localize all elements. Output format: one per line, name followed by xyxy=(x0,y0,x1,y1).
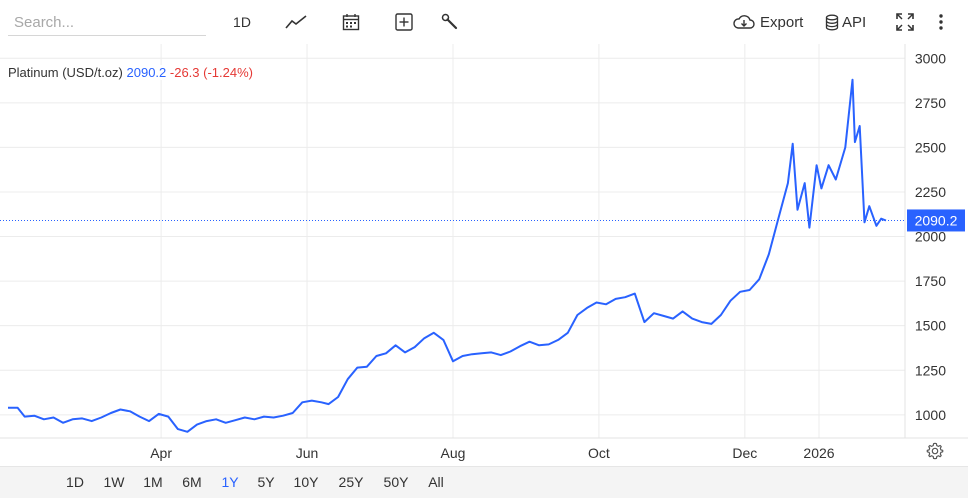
line-chart-icon[interactable] xyxy=(283,8,309,36)
range-button-10y[interactable]: 10Y xyxy=(293,474,319,490)
y-tick-label: 1750 xyxy=(915,273,946,289)
price-chart[interactable]: 2090.2 1000 1250 1500 1750 2000 2250 2500 2750 3… xyxy=(0,44,968,466)
export-button[interactable]: Export xyxy=(733,8,805,36)
range-button-5y[interactable]: 5Y xyxy=(257,474,275,490)
range-button-all[interactable]: All xyxy=(428,474,444,490)
y-tick-label: 1250 xyxy=(915,362,946,378)
price-series-line xyxy=(8,78,887,433)
interval-button[interactable]: 1D xyxy=(233,14,251,30)
range-button-50y[interactable]: 50Y xyxy=(383,474,409,490)
y-tick-label: 2500 xyxy=(915,139,946,155)
chart-legend: Platinum (USD/t.oz) 2090.2 -26.3 (-1.24%… xyxy=(8,65,256,80)
database-icon xyxy=(825,14,839,30)
last-price-label: 2090.2 xyxy=(915,212,958,228)
legend-last-value: 2090.2 xyxy=(126,65,167,80)
range-button-1d[interactable]: 1D xyxy=(66,474,84,490)
export-label: Export xyxy=(760,13,804,31)
cloud-download-icon xyxy=(733,15,755,29)
fullscreen-icon[interactable] xyxy=(894,8,916,36)
range-selector-bar: 1D 1W 1M 6M 1Y 5Y 10Y 25Y 50Y All xyxy=(0,466,968,498)
range-button-1m[interactable]: 1M xyxy=(143,474,163,490)
range-button-1y[interactable]: 1Y xyxy=(221,474,239,490)
toolbar: 1D Export API xyxy=(0,0,968,44)
legend-change: -26.3 (-1.24%) xyxy=(169,65,253,80)
range-button-6m[interactable]: 6M xyxy=(182,474,202,490)
chart-settings-gear-icon[interactable] xyxy=(926,442,944,465)
range-button-1w[interactable]: 1W xyxy=(103,474,125,490)
x-tick-label: Oct xyxy=(588,445,610,461)
y-tick-label: 2250 xyxy=(915,184,946,200)
x-tick-label: Apr xyxy=(150,445,172,461)
x-tick-label: Aug xyxy=(441,445,466,461)
calendar-icon[interactable] xyxy=(340,8,362,36)
x-tick-label: 2026 xyxy=(803,445,834,461)
legend-symbol: Platinum (USD/t.oz) xyxy=(8,65,123,80)
last-price-label-bg xyxy=(907,209,965,232)
y-tick-label: 1500 xyxy=(915,318,946,334)
range-button-25y[interactable]: 25Y xyxy=(338,474,364,490)
more-vertical-icon[interactable] xyxy=(933,8,949,36)
search-input[interactable] xyxy=(8,10,206,36)
y-tick-label: 2000 xyxy=(915,229,946,245)
y-tick-label: 2750 xyxy=(915,95,946,111)
add-icon[interactable] xyxy=(393,8,415,36)
api-button[interactable]: API xyxy=(825,8,873,36)
x-tick-label: Dec xyxy=(732,445,757,461)
y-tick-label: 3000 xyxy=(915,50,946,66)
y-tick-label: 1000 xyxy=(915,407,946,423)
x-tick-label: Jun xyxy=(296,445,319,461)
wrench-icon[interactable] xyxy=(439,8,461,36)
api-label: API xyxy=(842,13,867,31)
